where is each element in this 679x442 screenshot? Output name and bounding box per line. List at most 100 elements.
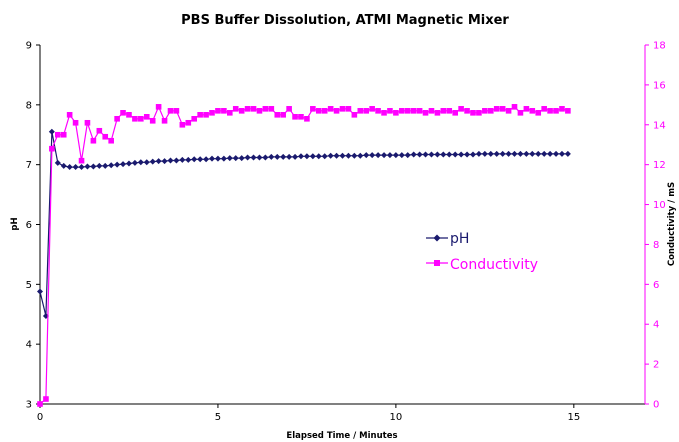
conductivity-point xyxy=(422,110,429,116)
conductivity-point xyxy=(66,112,73,118)
ph-point xyxy=(292,153,299,160)
ph-point xyxy=(214,155,221,162)
conductivity-point xyxy=(553,108,559,114)
conductivity-point xyxy=(209,110,215,116)
conductivity-point xyxy=(547,108,553,114)
legend-box xyxy=(423,226,551,272)
ph-point xyxy=(303,153,310,160)
conductivity-point xyxy=(505,108,512,114)
y-tick-label: 8 xyxy=(26,100,32,111)
y2-tick-label: 14 xyxy=(653,120,666,131)
conductivity-point xyxy=(268,106,275,112)
ph-point xyxy=(286,153,293,160)
ph-point xyxy=(505,150,512,157)
ph-point xyxy=(558,150,565,157)
y-tick-label: 3 xyxy=(26,400,32,411)
ph-point xyxy=(78,164,85,171)
conductivity-point xyxy=(493,106,500,112)
ph-point xyxy=(523,150,530,157)
x-axis-label: Elapsed Time / Minutes xyxy=(286,431,397,441)
ph-point xyxy=(108,162,115,169)
ph-point xyxy=(274,153,281,160)
conductivity-point xyxy=(185,119,192,126)
conductivity-point xyxy=(333,108,340,114)
conductivity-point xyxy=(143,114,150,120)
conductivity-point xyxy=(161,117,168,124)
conductivity-point xyxy=(232,106,239,112)
ph-point xyxy=(238,155,245,162)
y2-tick-label: 2 xyxy=(653,360,659,371)
conductivity-point xyxy=(226,110,233,116)
ph-point xyxy=(428,151,435,158)
ph-point xyxy=(547,150,554,157)
conductivity-point xyxy=(72,119,79,126)
ph-point xyxy=(529,150,536,157)
ph-point xyxy=(422,151,429,158)
ph-point xyxy=(256,154,263,161)
conductivity-point xyxy=(363,108,370,114)
conductivity-point xyxy=(221,108,227,114)
ph-point xyxy=(404,152,411,159)
conductivity-point xyxy=(173,108,180,114)
conductivity-point xyxy=(78,157,85,164)
conductivity-point xyxy=(446,108,453,114)
ph-point xyxy=(179,156,186,163)
ph-point xyxy=(363,152,370,159)
ph-point xyxy=(440,151,447,158)
conductivity-point xyxy=(114,115,120,122)
x-tick-label: 5 xyxy=(215,412,221,423)
conductivity-point xyxy=(428,108,435,114)
conductivity-point xyxy=(517,110,524,116)
ph-point xyxy=(137,159,144,166)
y2-tick-label: 10 xyxy=(653,200,666,211)
conductivity-point xyxy=(559,106,565,112)
ph-point xyxy=(564,150,571,157)
y2-tick-label: 18 xyxy=(653,41,666,52)
ph-point xyxy=(161,158,168,165)
ph-point xyxy=(475,150,482,157)
ph-point xyxy=(357,152,364,159)
conductivity-point xyxy=(440,108,447,114)
conductivity-point xyxy=(369,106,375,112)
ph-point xyxy=(398,152,405,159)
ph-point xyxy=(167,157,174,164)
ph-point xyxy=(208,155,215,162)
y2-tick-label: 4 xyxy=(653,320,659,331)
ph-point xyxy=(220,155,227,162)
ph-point xyxy=(535,150,542,157)
conductivity-point xyxy=(310,106,316,112)
ph-point xyxy=(416,151,423,158)
conductivity-point xyxy=(541,106,547,112)
conductivity-point xyxy=(327,106,334,112)
conductivity-point xyxy=(274,112,281,118)
ph-point xyxy=(481,150,488,157)
ph-point xyxy=(226,155,233,162)
conductivity-point xyxy=(138,115,144,122)
ph-point xyxy=(345,152,352,159)
ph-point xyxy=(434,151,441,158)
conductivity-point xyxy=(37,401,43,407)
conductivity-point xyxy=(416,108,423,114)
conductivity-point xyxy=(60,131,67,138)
chart-title: PBS Buffer Dissolution, ATMI Magnetic Mi… xyxy=(181,13,509,28)
y-tick-label: 4 xyxy=(26,340,32,351)
conductivity-point xyxy=(434,110,441,116)
ph-point xyxy=(487,150,494,157)
conductivity-point xyxy=(167,108,174,114)
ph-point xyxy=(315,153,322,160)
ph-point xyxy=(458,151,465,158)
ph-point xyxy=(203,156,210,163)
ph-point xyxy=(125,160,132,167)
conductivity-point xyxy=(339,106,346,112)
conductivity-point xyxy=(96,127,103,134)
ph-point xyxy=(553,150,560,157)
conductivity-point xyxy=(155,104,162,110)
ph-point xyxy=(48,128,55,135)
y2-tick-label: 6 xyxy=(653,280,659,291)
conductivity-point xyxy=(511,104,518,110)
ph-point xyxy=(173,157,180,164)
ph-point xyxy=(309,153,316,160)
ph-point xyxy=(197,156,204,163)
ph-point xyxy=(232,155,239,162)
